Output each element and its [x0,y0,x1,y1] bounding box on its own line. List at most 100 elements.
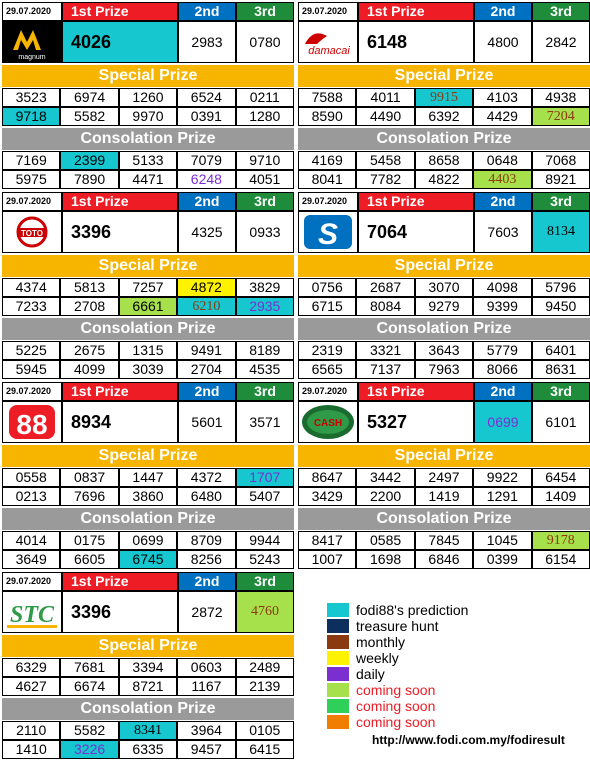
consolation-number: 5582 [60,721,119,740]
special-number: 6329 [2,658,61,677]
third-prize-number: 2842 [532,21,590,63]
consolation-number: 2704 [177,360,236,379]
draw-date: 29.07.2020 [2,2,62,21]
consolation-number: 7079 [177,151,236,170]
special-number: 3442 [356,468,415,487]
sandakan-logo-icon: 88 [3,402,61,442]
third-prize-header: 3rd [532,382,590,401]
special-prize-band: Special Prize [2,445,294,467]
consolation-number: 1315 [118,341,178,360]
special-number: 4429 [473,107,532,126]
consolation-number: 3321 [356,341,415,360]
special-number: 9718 [2,107,61,126]
special-number: 7588 [298,88,357,107]
third-prize-header: 3rd [236,2,294,21]
consolation-number: 8709 [177,531,236,550]
special-number: 5582 [60,107,119,126]
top-prizes-row: damacai 6148 4800 2842 [298,21,590,63]
consolation-number: 4822 [414,170,474,189]
legend-label: coming soon [356,714,436,730]
consolation-number: 7845 [414,531,474,550]
svg-text:S: S [318,218,338,251]
consolation-row: 5225 2675 1315 9491 8189 [2,341,294,360]
third-prize-number: 3571 [236,401,294,443]
draw-date: 29.07.2020 [298,382,358,401]
special-number: 6974 [60,88,119,107]
consolation-number: 0105 [235,721,294,740]
consolation-prize-grid: 2110 5582 8341 3964 0105 1410 3226 6335 9457 6415 [2,721,294,759]
special-number: 9922 [473,468,532,487]
consolation-number: 1045 [473,531,532,550]
special-row: 8590 4490 6392 4429 7204 [298,107,590,126]
special-prize-band: Special Prize [298,65,590,87]
operator-logo: TOTO [2,211,62,253]
consolation-number: 7137 [356,360,415,379]
second-prize-number: 4325 [178,211,236,253]
special-prize-grid: 0756 2687 3070 4098 5796 6715 8084 9279 9399 9450 [298,278,590,316]
panel-header: 29.07.2020 1st Prize 2nd 3rd [2,572,294,591]
legend-label: weekly [356,650,399,666]
consolation-prize-grid: 7169 2399 5133 7079 9710 5975 7890 4471 6248 4051 [2,151,294,189]
special-number: 0558 [2,468,61,487]
special-prize-band: Special Prize [298,255,590,277]
consolation-number: 9710 [235,151,294,170]
consolation-number: 7068 [531,151,590,170]
third-prize-header: 3rd [236,382,294,401]
special-number: 3394 [118,658,178,677]
panel-header: 29.07.2020 1st Prize 2nd 3rd [298,2,590,21]
special-prize-band: Special Prize [2,635,294,657]
consolation-number: 7169 [2,151,61,170]
consolation-prize-grid: 8417 0585 7845 1045 9178 1007 1698 6846 0399 6154 [298,531,590,569]
draw-date: 29.07.2020 [298,192,358,211]
consolation-number: 7890 [60,170,119,189]
draw-date: 29.07.2020 [2,192,62,211]
consolation-number: 1410 [2,740,61,759]
special-number: 0756 [298,278,357,297]
panel-header: 29.07.2020 1st Prize 2nd 3rd [298,382,590,401]
consolation-number: 5458 [356,151,415,170]
first-prize-header: 1st Prize [62,572,178,591]
special-number: 5407 [235,487,294,506]
consolation-prize-grid: 2319 3321 3643 5779 6401 6565 7137 7963 8066 8631 [298,341,590,379]
consolation-prize-grid: 5225 2675 1315 9491 8189 5945 4099 3039 2704 4535 [2,341,294,379]
consolation-number: 8341 [118,721,178,740]
source-url[interactable]: http://www.fodi.com.my/fodiresult [372,733,565,747]
legend-swatch [327,619,349,633]
consolation-row: 4014 0175 0699 8709 9944 [2,531,294,550]
consolation-number: 3649 [2,550,61,569]
special-number: 8590 [298,107,357,126]
special-number: 2935 [235,297,294,316]
special-prize-grid: 8647 3442 2497 9922 6454 3429 2200 1419 1291 1409 [298,468,590,506]
panel-sandakan: 29.07.2020 1st Prize 2nd 3rd 88 8934 560… [2,382,294,569]
consolation-number: 9491 [177,341,236,360]
panel-sabah: 29.07.2020 1st Prize 2nd 3rd S 7064 7603… [298,192,590,379]
consolation-number: 6745 [118,550,178,569]
special-number: 6674 [60,677,119,696]
consolation-number: 1698 [356,550,415,569]
sabah-logo-icon: S [299,212,357,252]
special-number: 4872 [177,278,236,297]
panel-header: 29.07.2020 1st Prize 2nd 3rd [2,192,294,211]
third-prize-header: 3rd [532,192,590,211]
first-prize-number: 6148 [358,21,474,63]
legend-swatch [327,699,349,713]
panel-damacai: 29.07.2020 1st Prize 2nd 3rd damacai 614… [298,2,590,189]
special-prize-band: Special Prize [2,65,294,87]
consolation-row: 5975 7890 4471 6248 4051 [2,170,294,189]
consolation-number: 8631 [531,360,590,379]
consolation-prize-grid: 4014 0175 0699 8709 9944 3649 6605 6745 8256 5243 [2,531,294,569]
panel-header: 29.07.2020 1st Prize 2nd 3rd [298,192,590,211]
svg-text:STC: STC [10,602,55,628]
special-number: 1447 [118,468,178,487]
consolation-number: 4535 [235,360,294,379]
consolation-row: 1007 1698 6846 0399 6154 [298,550,590,569]
special-number: 3070 [414,278,474,297]
consolation-number: 4099 [60,360,119,379]
consolation-prize-band: Consolation Prize [298,508,590,530]
top-prizes-row: magnum 4026 2983 0780 [2,21,294,63]
legend-swatch [327,603,349,617]
panel-header: 29.07.2020 1st Prize 2nd 3rd [2,2,294,21]
special-number: 8084 [356,297,415,316]
consolation-number: 7963 [414,360,474,379]
special-number: 6480 [177,487,236,506]
